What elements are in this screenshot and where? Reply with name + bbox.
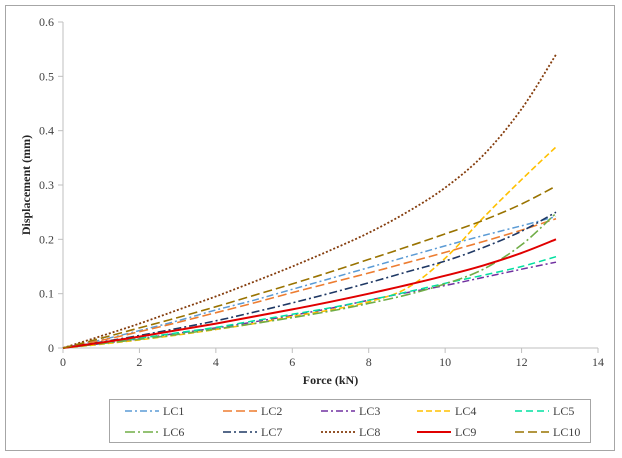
y-tick-label: 0.2 [39, 232, 54, 246]
chart-legend: LC1 LC2 LC3 LC4 LC5 LC6 LC7 LC8 LC9 LC10 [109, 399, 591, 443]
y-tick-label: 0.6 [39, 15, 54, 29]
legend-item-lc7: LC7 [222, 423, 282, 441]
legend-swatch [223, 431, 257, 433]
x-tick-label: 12 [516, 355, 528, 369]
y-tick-label: 0.1 [39, 287, 54, 301]
legend-item-lc10: LC10 [514, 423, 580, 441]
series-line-lc7 [62, 211, 557, 349]
x-tick-label: 8 [366, 355, 372, 369]
legend-swatch [125, 431, 159, 433]
legend-swatch [417, 431, 451, 433]
legend-item-lc9: LC9 [416, 423, 476, 441]
line-chart: 0 2 4 6 8 10 12 14 0 0.1 0.2 0.3 0.4 0.5 0.6 Force (kN)… [19, 15, 604, 387]
legend-item-lc5: LC5 [514, 402, 574, 420]
x-tick-label: 4 [213, 355, 219, 369]
legend-item-lc1: LC1 [124, 402, 184, 420]
legend-item-lc3: LC3 [320, 402, 380, 420]
legend-swatch [125, 410, 159, 412]
x-tick-label: 14 [592, 355, 604, 369]
legend-swatch [321, 410, 355, 412]
x-tick-label: 10 [439, 355, 451, 369]
legend-swatch [515, 431, 549, 433]
y-axis-title: Displacement (mm) [19, 135, 33, 235]
series-line-lc2 [62, 217, 557, 349]
legend-label: LC2 [261, 403, 283, 418]
legend-label: LC7 [261, 424, 283, 439]
series-line-lc9 [62, 238, 557, 349]
legend-label: LC8 [359, 424, 381, 439]
x-tick-label: 6 [289, 355, 295, 369]
chart-area: 0 2 4 6 8 10 12 14 0 0.1 0.2 0.3 0.4 0.5 0.6 Force (kN)… [5, 5, 615, 451]
legend-label: LC9 [455, 424, 477, 439]
legend-swatch [515, 410, 549, 412]
legend-item-lc6: LC6 [124, 423, 184, 441]
legend-label: LC3 [359, 403, 381, 418]
series-line-lc1 [62, 215, 557, 349]
legend-swatch [223, 410, 257, 412]
y-tick-label: 0 [48, 341, 54, 355]
legend-item-lc4: LC4 [416, 402, 476, 420]
series-line-lc5 [62, 255, 557, 349]
y-tick-label: 0.5 [39, 69, 54, 83]
legend-swatch [321, 431, 355, 433]
series-line-lc8 [62, 54, 557, 349]
legend-label: LC4 [455, 403, 477, 418]
legend-swatch [417, 410, 451, 412]
series-line-lc4 [62, 146, 557, 349]
y-tick-label: 0.4 [39, 124, 54, 138]
x-tick-label: 2 [136, 355, 142, 369]
legend-label: LC5 [553, 403, 575, 418]
legend-label: LC10 [553, 424, 581, 439]
legend-item-lc8: LC8 [320, 423, 380, 441]
series-line-lc10 [62, 185, 557, 349]
series-line-lc6 [62, 212, 557, 349]
x-axis-title: Force (kN) [303, 373, 358, 387]
x-tick-label: 0 [60, 355, 66, 369]
legend-label: LC6 [163, 424, 185, 439]
legend-item-lc2: LC2 [222, 402, 282, 420]
legend-label: LC1 [163, 403, 185, 418]
y-tick-label: 0.3 [39, 178, 54, 192]
